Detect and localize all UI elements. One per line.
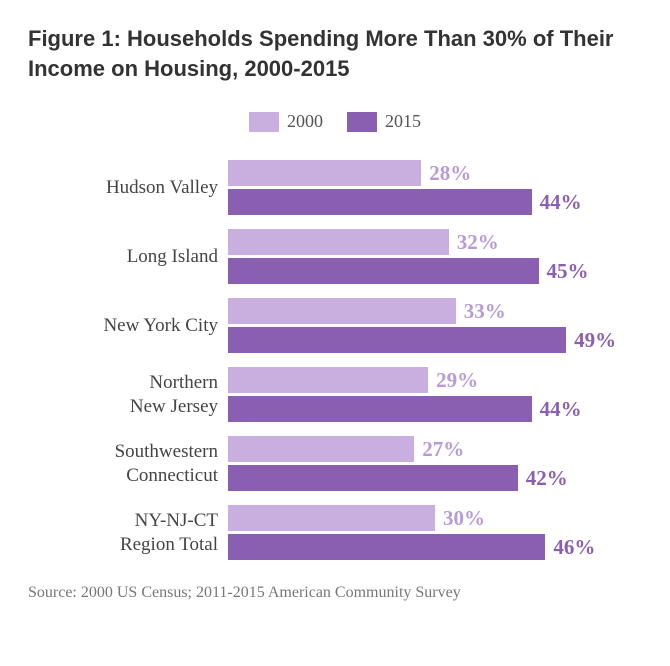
bar-chart: Hudson Valley 28% 44% Long Island 32% 45% New … bbox=[28, 160, 642, 560]
category-label: SouthwesternConnecticut bbox=[28, 440, 228, 488]
value-label-2000: 30% bbox=[443, 506, 485, 531]
chart-group: NorthernNew Jersey 29% 44% bbox=[28, 367, 642, 422]
bar-2015 bbox=[228, 189, 532, 215]
bar-2015 bbox=[228, 465, 518, 491]
legend-item: 2000 bbox=[249, 111, 323, 132]
bar-2015 bbox=[228, 327, 566, 353]
bar-2015 bbox=[228, 534, 545, 560]
figure-title: Figure 1: Households Spending More Than … bbox=[28, 24, 642, 83]
bar-row-2015: 44% bbox=[228, 396, 642, 422]
bar-row-2000: 28% bbox=[228, 160, 642, 186]
chart-group: Long Island 32% 45% bbox=[28, 229, 642, 284]
legend-label: 2000 bbox=[287, 111, 323, 132]
source-note: Source: 2000 US Census; 2011-2015 Americ… bbox=[28, 584, 642, 602]
value-label-2000: 28% bbox=[429, 161, 471, 186]
bar-row-2000: 27% bbox=[228, 436, 642, 462]
bars-container: 28% 44% bbox=[228, 160, 642, 215]
bar-row-2015: 45% bbox=[228, 258, 642, 284]
bar-row-2000: 33% bbox=[228, 298, 642, 324]
bars-container: 30% 46% bbox=[228, 505, 642, 560]
legend-swatch bbox=[249, 112, 279, 132]
bars-container: 32% 45% bbox=[228, 229, 642, 284]
bar-row-2015: 46% bbox=[228, 534, 642, 560]
bars-container: 27% 42% bbox=[228, 436, 642, 491]
value-label-2000: 32% bbox=[457, 230, 499, 255]
bar-row-2015: 44% bbox=[228, 189, 642, 215]
legend-swatch bbox=[347, 112, 377, 132]
bar-2000 bbox=[228, 229, 449, 255]
value-label-2000: 29% bbox=[436, 368, 478, 393]
bar-2015 bbox=[228, 396, 532, 422]
value-label-2015: 44% bbox=[540, 397, 582, 422]
legend-item: 2015 bbox=[347, 111, 421, 132]
chart-group: SouthwesternConnecticut 27% 42% bbox=[28, 436, 642, 491]
value-label-2015: 45% bbox=[547, 259, 589, 284]
bar-2000 bbox=[228, 160, 421, 186]
value-label-2000: 33% bbox=[464, 299, 506, 324]
category-label: NorthernNew Jersey bbox=[28, 371, 228, 419]
bar-row-2015: 42% bbox=[228, 465, 642, 491]
bar-2000 bbox=[228, 298, 456, 324]
legend: 2000 2015 bbox=[28, 111, 642, 132]
value-label-2015: 42% bbox=[526, 466, 568, 491]
bar-row-2015: 49% bbox=[228, 327, 642, 353]
category-label: Hudson Valley bbox=[28, 176, 228, 200]
legend-label: 2015 bbox=[385, 111, 421, 132]
bar-2015 bbox=[228, 258, 539, 284]
value-label-2015: 44% bbox=[540, 190, 582, 215]
bars-container: 33% 49% bbox=[228, 298, 642, 353]
chart-group: NY-NJ-CTRegion Total 30% 46% bbox=[28, 505, 642, 560]
category-label: Long Island bbox=[28, 245, 228, 269]
value-label-2015: 49% bbox=[574, 328, 616, 353]
chart-group: Hudson Valley 28% 44% bbox=[28, 160, 642, 215]
bars-container: 29% 44% bbox=[228, 367, 642, 422]
category-label: New York City bbox=[28, 314, 228, 338]
bar-row-2000: 32% bbox=[228, 229, 642, 255]
bar-row-2000: 29% bbox=[228, 367, 642, 393]
category-label: NY-NJ-CTRegion Total bbox=[28, 509, 228, 557]
bar-row-2000: 30% bbox=[228, 505, 642, 531]
value-label-2015: 46% bbox=[553, 535, 595, 560]
value-label-2000: 27% bbox=[422, 437, 464, 462]
chart-group: New York City 33% 49% bbox=[28, 298, 642, 353]
bar-2000 bbox=[228, 367, 428, 393]
bar-2000 bbox=[228, 505, 435, 531]
bar-2000 bbox=[228, 436, 414, 462]
